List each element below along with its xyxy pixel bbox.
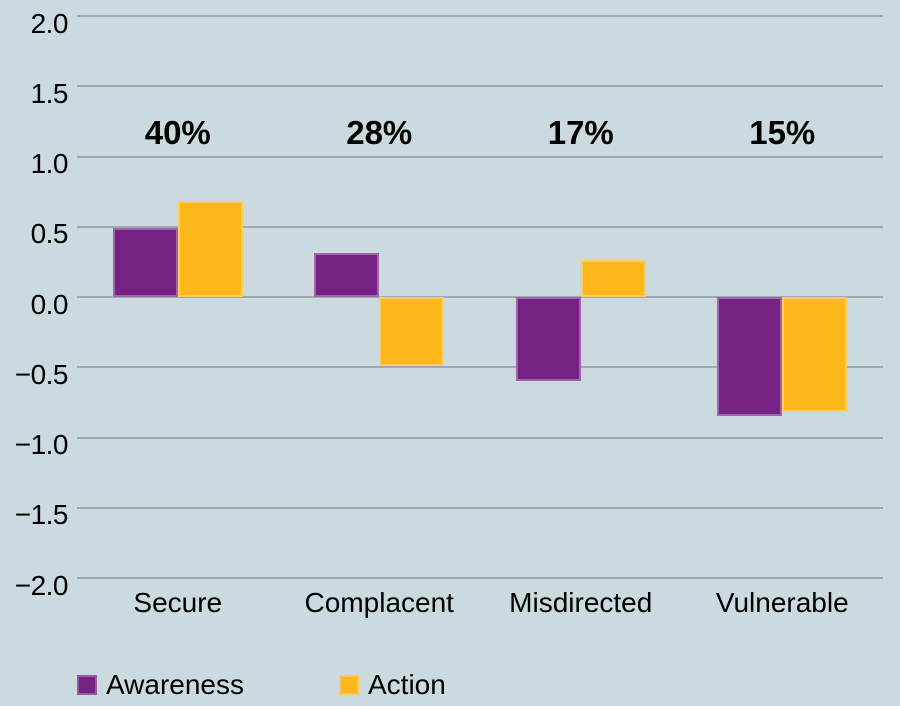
awareness-legend-label: Awareness	[106, 669, 245, 700]
bar-misdirected-awareness	[515, 297, 581, 382]
bar-vulnerable-awareness	[717, 297, 783, 417]
action-legend-label: Action	[368, 669, 446, 700]
y-tick-label: 0.0	[30, 288, 69, 320]
y-tick-label: −1.5	[14, 499, 69, 531]
bar-vulnerable-action	[782, 297, 848, 413]
bar-misdirected-action	[580, 260, 646, 297]
x-category-label-complacent: Complacent	[304, 587, 454, 618]
gridline-−1.0	[77, 436, 883, 439]
y-tick-label: 0.5	[30, 218, 69, 250]
y-tick-label: −2.0	[14, 569, 69, 601]
gridline-−0.5	[77, 366, 883, 369]
x-category-label-secure: Secure	[133, 587, 223, 618]
legend-item-action: Action	[339, 671, 446, 699]
bar-secure-action	[177, 201, 243, 297]
legend-item-awareness: Awareness	[77, 671, 244, 699]
y-tick-label: 1.0	[30, 148, 69, 179]
y-tick-label: −1.0	[14, 429, 69, 460]
bar-complacent-awareness	[314, 253, 380, 297]
bar-complacent-action	[379, 297, 445, 366]
awareness-legend-swatch	[77, 675, 97, 695]
group-value-label-secure: 40%	[144, 113, 211, 151]
gridline-1.0	[77, 155, 883, 158]
gridline-1.5	[77, 85, 883, 88]
gridline-0.5	[77, 225, 883, 228]
gridline-−1.5	[77, 506, 883, 509]
y-tick-label: 1.5	[30, 77, 69, 109]
group-value-label-misdirected: 17%	[547, 113, 614, 151]
y-tick-label: 2.0	[30, 7, 69, 39]
gridline-−2.0	[77, 577, 883, 579]
bar-secure-awareness	[112, 228, 178, 297]
x-category-label-vulnerable: Vulnerable	[715, 587, 849, 618]
y-tick-label: −0.5	[14, 358, 69, 390]
gridline-0.0	[77, 296, 883, 298]
group-value-label-complacent: 28%	[346, 113, 413, 151]
action-legend-swatch	[339, 675, 359, 695]
x-category-label-misdirected: Misdirected	[509, 587, 653, 618]
group-value-label-vulnerable: 15%	[749, 113, 816, 151]
gridline-2.0	[77, 15, 883, 17]
